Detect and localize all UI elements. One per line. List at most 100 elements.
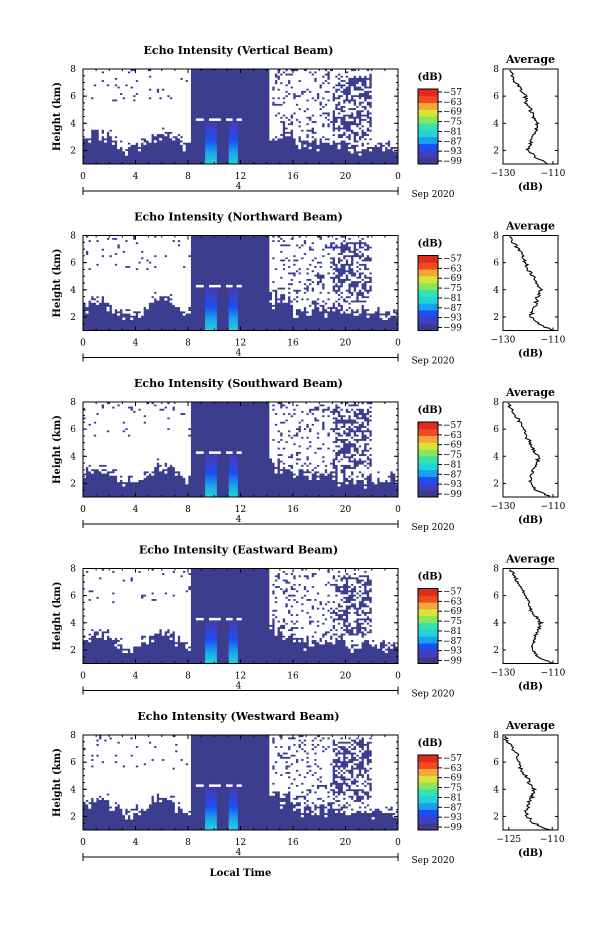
missing-cell — [293, 302, 296, 305]
missing-cell — [98, 79, 102, 83]
missing-cell — [293, 287, 296, 290]
missing-cell — [146, 235, 149, 238]
missing-cell — [132, 77, 136, 81]
missing-cell — [306, 92, 310, 96]
missing-cell — [356, 73, 359, 76]
missing-cell — [316, 105, 320, 109]
missing-cell — [151, 118, 155, 122]
missing-cell — [374, 101, 378, 104]
missing-cell — [332, 235, 336, 238]
missing-cell — [321, 101, 325, 104]
missing-cell — [337, 92, 341, 96]
missing-cell — [180, 287, 184, 290]
missing-cell — [109, 248, 113, 251]
missing-cell — [295, 239, 299, 243]
missing-cell — [96, 287, 100, 290]
missing-cell — [316, 99, 320, 102]
missing-cell — [358, 73, 362, 76]
missing-cell — [125, 257, 128, 260]
missing-cell — [177, 84, 181, 87]
missing-cell — [93, 248, 97, 251]
missing-cell — [153, 278, 157, 282]
missing-cell — [135, 308, 139, 312]
missing-cell — [132, 246, 136, 249]
missing-cell — [140, 304, 144, 308]
missing-cell — [300, 97, 304, 100]
missing-cell — [298, 283, 302, 286]
missing-cell — [290, 285, 294, 288]
missing-cell — [159, 99, 163, 102]
missing-cell — [85, 88, 89, 91]
missing-cell — [342, 138, 346, 141]
missing-cell — [392, 90, 396, 94]
missing-cell — [369, 302, 373, 305]
missing-cell — [122, 248, 126, 251]
missing-cell — [395, 103, 398, 107]
missing-cell — [148, 241, 152, 245]
missing-cell — [138, 270, 142, 273]
missing-cell — [164, 270, 168, 273]
missing-cell — [127, 259, 131, 262]
missing-cell — [350, 246, 354, 249]
missing-cell — [146, 99, 149, 102]
missing-cell — [106, 239, 110, 243]
missing-cell — [387, 79, 391, 83]
missing-cell — [308, 92, 312, 96]
profile-y-tick-label: 8 — [493, 65, 499, 75]
missing-cell — [361, 107, 365, 111]
missing-cell — [96, 73, 100, 76]
missing-cell — [101, 92, 105, 96]
missing-cell — [109, 280, 113, 284]
missing-cell — [114, 103, 118, 107]
missing-cell — [96, 99, 100, 102]
missing-cell — [324, 94, 328, 98]
missing-cell — [143, 88, 147, 91]
missing-cell — [140, 116, 144, 119]
missing-cell — [337, 291, 341, 295]
missing-cell — [132, 97, 136, 100]
missing-cell — [167, 88, 170, 91]
missing-cell — [353, 308, 357, 312]
missing-cell — [177, 261, 181, 264]
missing-cell — [392, 138, 396, 141]
missing-cell — [277, 237, 281, 241]
missing-cell — [172, 278, 176, 282]
missing-cell — [316, 300, 320, 303]
missing-cell — [148, 254, 152, 258]
missing-cell — [285, 79, 289, 83]
missing-cell — [298, 239, 302, 243]
missing-cell — [153, 69, 157, 72]
missing-cell — [182, 235, 186, 238]
missing-cell — [348, 148, 352, 152]
missing-cell — [83, 122, 86, 126]
missing-cell — [290, 302, 294, 305]
missing-cell — [127, 133, 131, 137]
missing-cell — [138, 283, 142, 286]
missing-cell — [348, 244, 352, 247]
missing-cell — [106, 252, 110, 256]
missing-cell — [96, 259, 100, 262]
missing-cell — [295, 304, 299, 308]
missing-cell — [101, 122, 105, 126]
missing-cell — [306, 237, 310, 241]
missing-cell — [135, 254, 139, 258]
missing-cell — [277, 293, 281, 297]
missing-cell — [395, 138, 398, 141]
missing-cell — [371, 97, 375, 100]
missing-cell — [151, 298, 155, 301]
missing-cell — [111, 252, 115, 256]
missing-cell — [164, 244, 168, 247]
missing-cell — [169, 90, 173, 94]
missing-cell — [88, 135, 92, 139]
missing-cell — [306, 283, 310, 286]
missing-cell — [298, 129, 302, 132]
missing-cell — [164, 248, 168, 251]
missing-cell — [93, 103, 97, 107]
missing-cell — [314, 280, 317, 284]
missing-cell — [300, 246, 304, 249]
missing-cell — [172, 252, 176, 256]
missing-cell — [177, 120, 181, 124]
missing-cell — [298, 73, 302, 76]
missing-cell — [167, 280, 170, 284]
missing-cell — [148, 239, 152, 243]
